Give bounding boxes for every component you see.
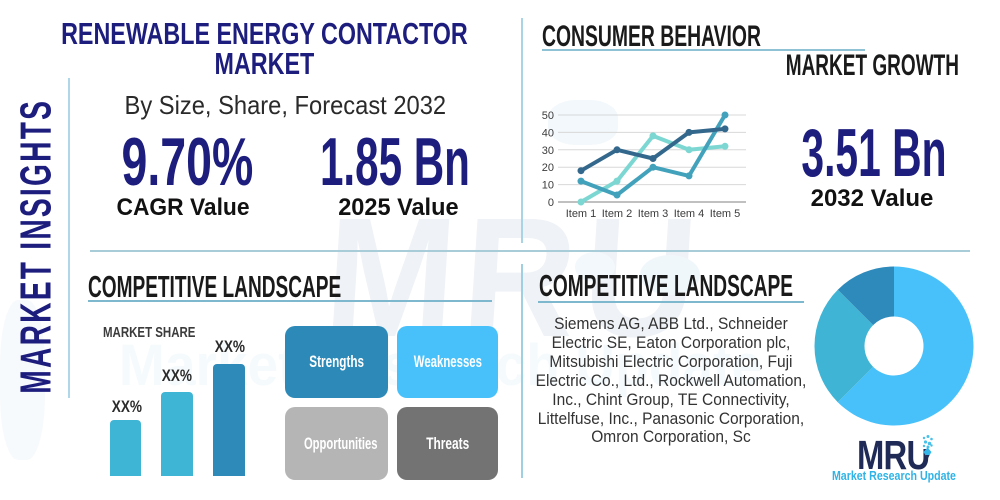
- svg-text:Item 1: Item 1: [566, 208, 597, 220]
- svg-text:50: 50: [542, 110, 554, 122]
- svg-text:Item 5: Item 5: [710, 208, 741, 220]
- svg-text:20: 20: [542, 162, 554, 174]
- svg-text:10: 10: [542, 180, 554, 192]
- svg-text:Item 2: Item 2: [602, 208, 633, 220]
- svg-text:Item 3: Item 3: [638, 208, 669, 220]
- svg-text:40: 40: [542, 127, 554, 139]
- svg-text:Item 4: Item 4: [674, 208, 705, 220]
- svg-text:0: 0: [548, 197, 554, 209]
- svg-text:30: 30: [542, 145, 554, 157]
